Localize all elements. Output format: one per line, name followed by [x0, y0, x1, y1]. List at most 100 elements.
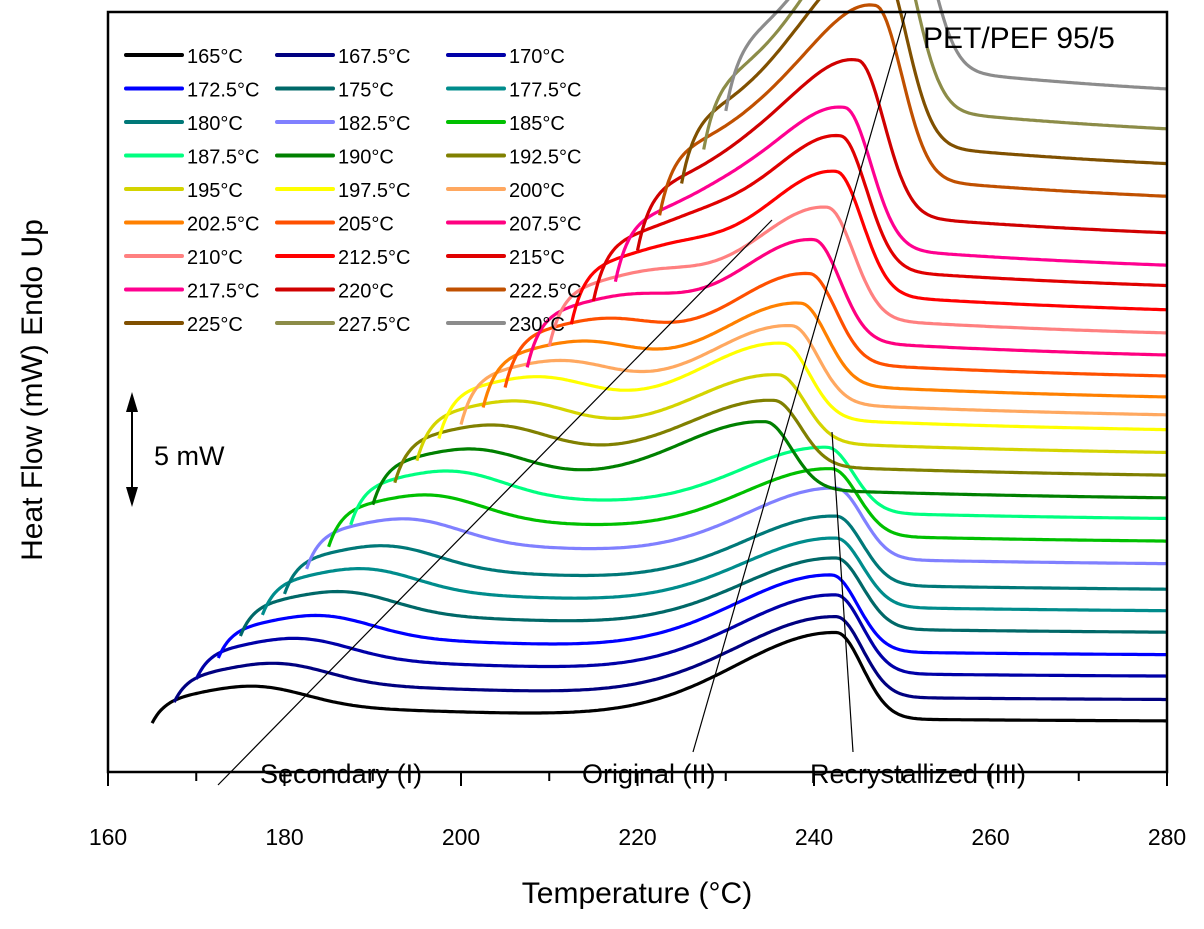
legend-label: 180°C	[187, 113, 243, 135]
legend-label: 185°C	[509, 113, 565, 135]
legend-label: 215°C	[509, 247, 565, 269]
x-tick-label: 180	[265, 824, 303, 850]
annotation-secondary: Secondary (I)	[260, 759, 422, 789]
legend-item: 167.5°C	[275, 46, 411, 68]
legend-label: 177.5°C	[509, 80, 582, 102]
series-line-180	[283, 514, 1167, 595]
legend-item: 202.5°C	[124, 214, 260, 236]
legend-item: 180°C	[124, 113, 243, 135]
legend-label: 197.5°C	[338, 180, 411, 202]
chart-title: PET/PEF 95/5	[923, 22, 1115, 55]
scale-bar: 5 mW	[126, 392, 225, 507]
series-line-215	[591, 133, 1167, 302]
series-line-165	[150, 630, 1167, 724]
legend-label: 167.5°C	[338, 46, 411, 68]
recrystallized-trend-line	[831, 431, 854, 753]
legend-item: 187.5°C	[124, 147, 260, 169]
x-tick-label: 280	[1148, 824, 1186, 850]
legend-item: 212.5°C	[275, 247, 411, 269]
legend-label: 207.5°C	[509, 214, 582, 236]
series-line-220	[635, 58, 1168, 251]
legend-item: 172.5°C	[124, 80, 260, 102]
series-line-197-5	[437, 341, 1168, 440]
x-axis-title: Temperature (°C)	[522, 877, 752, 910]
legend-item: 207.5°C	[446, 214, 582, 236]
x-tick-label: 240	[795, 824, 833, 850]
scale-bar-label: 5 mW	[154, 441, 225, 471]
legend-label: 227.5°C	[338, 314, 411, 336]
legend-item: 190°C	[275, 147, 394, 169]
legend-item: 222.5°C	[446, 281, 582, 303]
series-line-212-5	[569, 169, 1168, 325]
legend-label: 205°C	[338, 214, 394, 236]
legend-label: 222.5°C	[509, 281, 582, 303]
series-line-182-5	[305, 486, 1167, 570]
legend-label: 165°C	[187, 46, 243, 68]
legend-label: 187.5°C	[187, 147, 260, 169]
series-line-192-5	[393, 398, 1168, 484]
legend-label: 212.5°C	[338, 247, 411, 269]
series-line-172-5	[216, 573, 1167, 659]
series-line-227-5	[702, 0, 1168, 150]
legend-label: 225°C	[187, 314, 243, 336]
legend-item: 175°C	[275, 80, 394, 102]
legend-label: 230°C	[509, 314, 565, 336]
legend-item: 197.5°C	[275, 180, 411, 202]
arrow-down-icon	[126, 487, 138, 507]
legend-item: 195°C	[124, 180, 243, 202]
legend-label: 202.5°C	[187, 214, 260, 236]
series-line-205	[503, 271, 1167, 388]
legend-item: 205°C	[275, 214, 394, 236]
legend-label: 195°C	[187, 180, 243, 202]
series-line-177-5	[260, 536, 1167, 616]
legend-item: 170°C	[446, 46, 565, 68]
series-line-200	[459, 324, 1167, 426]
x-tick-label: 260	[971, 824, 1009, 850]
series-line-167-5	[172, 615, 1167, 703]
series-line-195	[415, 373, 1167, 462]
legend-item: 227.5°C	[275, 314, 411, 336]
series-line-187-5	[349, 445, 1168, 526]
legend-item: 165°C	[124, 46, 243, 68]
series-line-225	[680, 0, 1168, 184]
legend-label: 192.5°C	[509, 147, 582, 169]
series-line-170	[194, 593, 1168, 680]
legend-label: 190°C	[338, 147, 394, 169]
legend-item: 182.5°C	[275, 113, 411, 135]
y-axis-title: Heat Flow (mW) Endo Up	[16, 219, 49, 561]
legend-label: 175°C	[338, 80, 394, 102]
x-tick-label: 200	[442, 824, 480, 850]
series-line-185	[327, 467, 1167, 548]
arrow-up-icon	[126, 392, 138, 412]
x-tick-label: 160	[89, 824, 127, 850]
legend-label: 170°C	[509, 46, 565, 68]
annotation-original: Original (II)	[582, 759, 716, 789]
series-line-207-5	[525, 237, 1168, 368]
x-tick-label: 220	[618, 824, 656, 850]
curves-layer	[150, 0, 1168, 724]
legend-label: 217.5°C	[187, 281, 260, 303]
series-line-210	[547, 205, 1167, 347]
series-line-202-5	[481, 301, 1167, 408]
x-axis: 160 180 200 220 240 260 280	[89, 772, 1186, 850]
legend-label: 220°C	[338, 281, 394, 303]
original-trend-line	[692, 11, 907, 753]
legend-label: 200°C	[509, 180, 565, 202]
series-line-217-5	[613, 105, 1168, 283]
legend-item: 215°C	[446, 247, 565, 269]
legend-item: 230°C	[446, 314, 565, 336]
legend-label: 210°C	[187, 247, 243, 269]
legend-item: 217.5°C	[124, 281, 260, 303]
series-line-175	[238, 556, 1167, 637]
reference-lines	[217, 11, 907, 786]
legend-item: 225°C	[124, 314, 243, 336]
legend-item: 185°C	[446, 113, 565, 135]
legend: 165°C 167.5°C 170°C 172.5°C 175°C 177.5°C 180°…	[124, 46, 582, 336]
legend-label: 182.5°C	[338, 113, 411, 135]
legend-item: 192.5°C	[446, 147, 582, 169]
legend-item: 210°C	[124, 247, 243, 269]
legend-item: 220°C	[275, 281, 394, 303]
series-line-230	[724, 0, 1168, 112]
legend-item: 177.5°C	[446, 80, 582, 102]
